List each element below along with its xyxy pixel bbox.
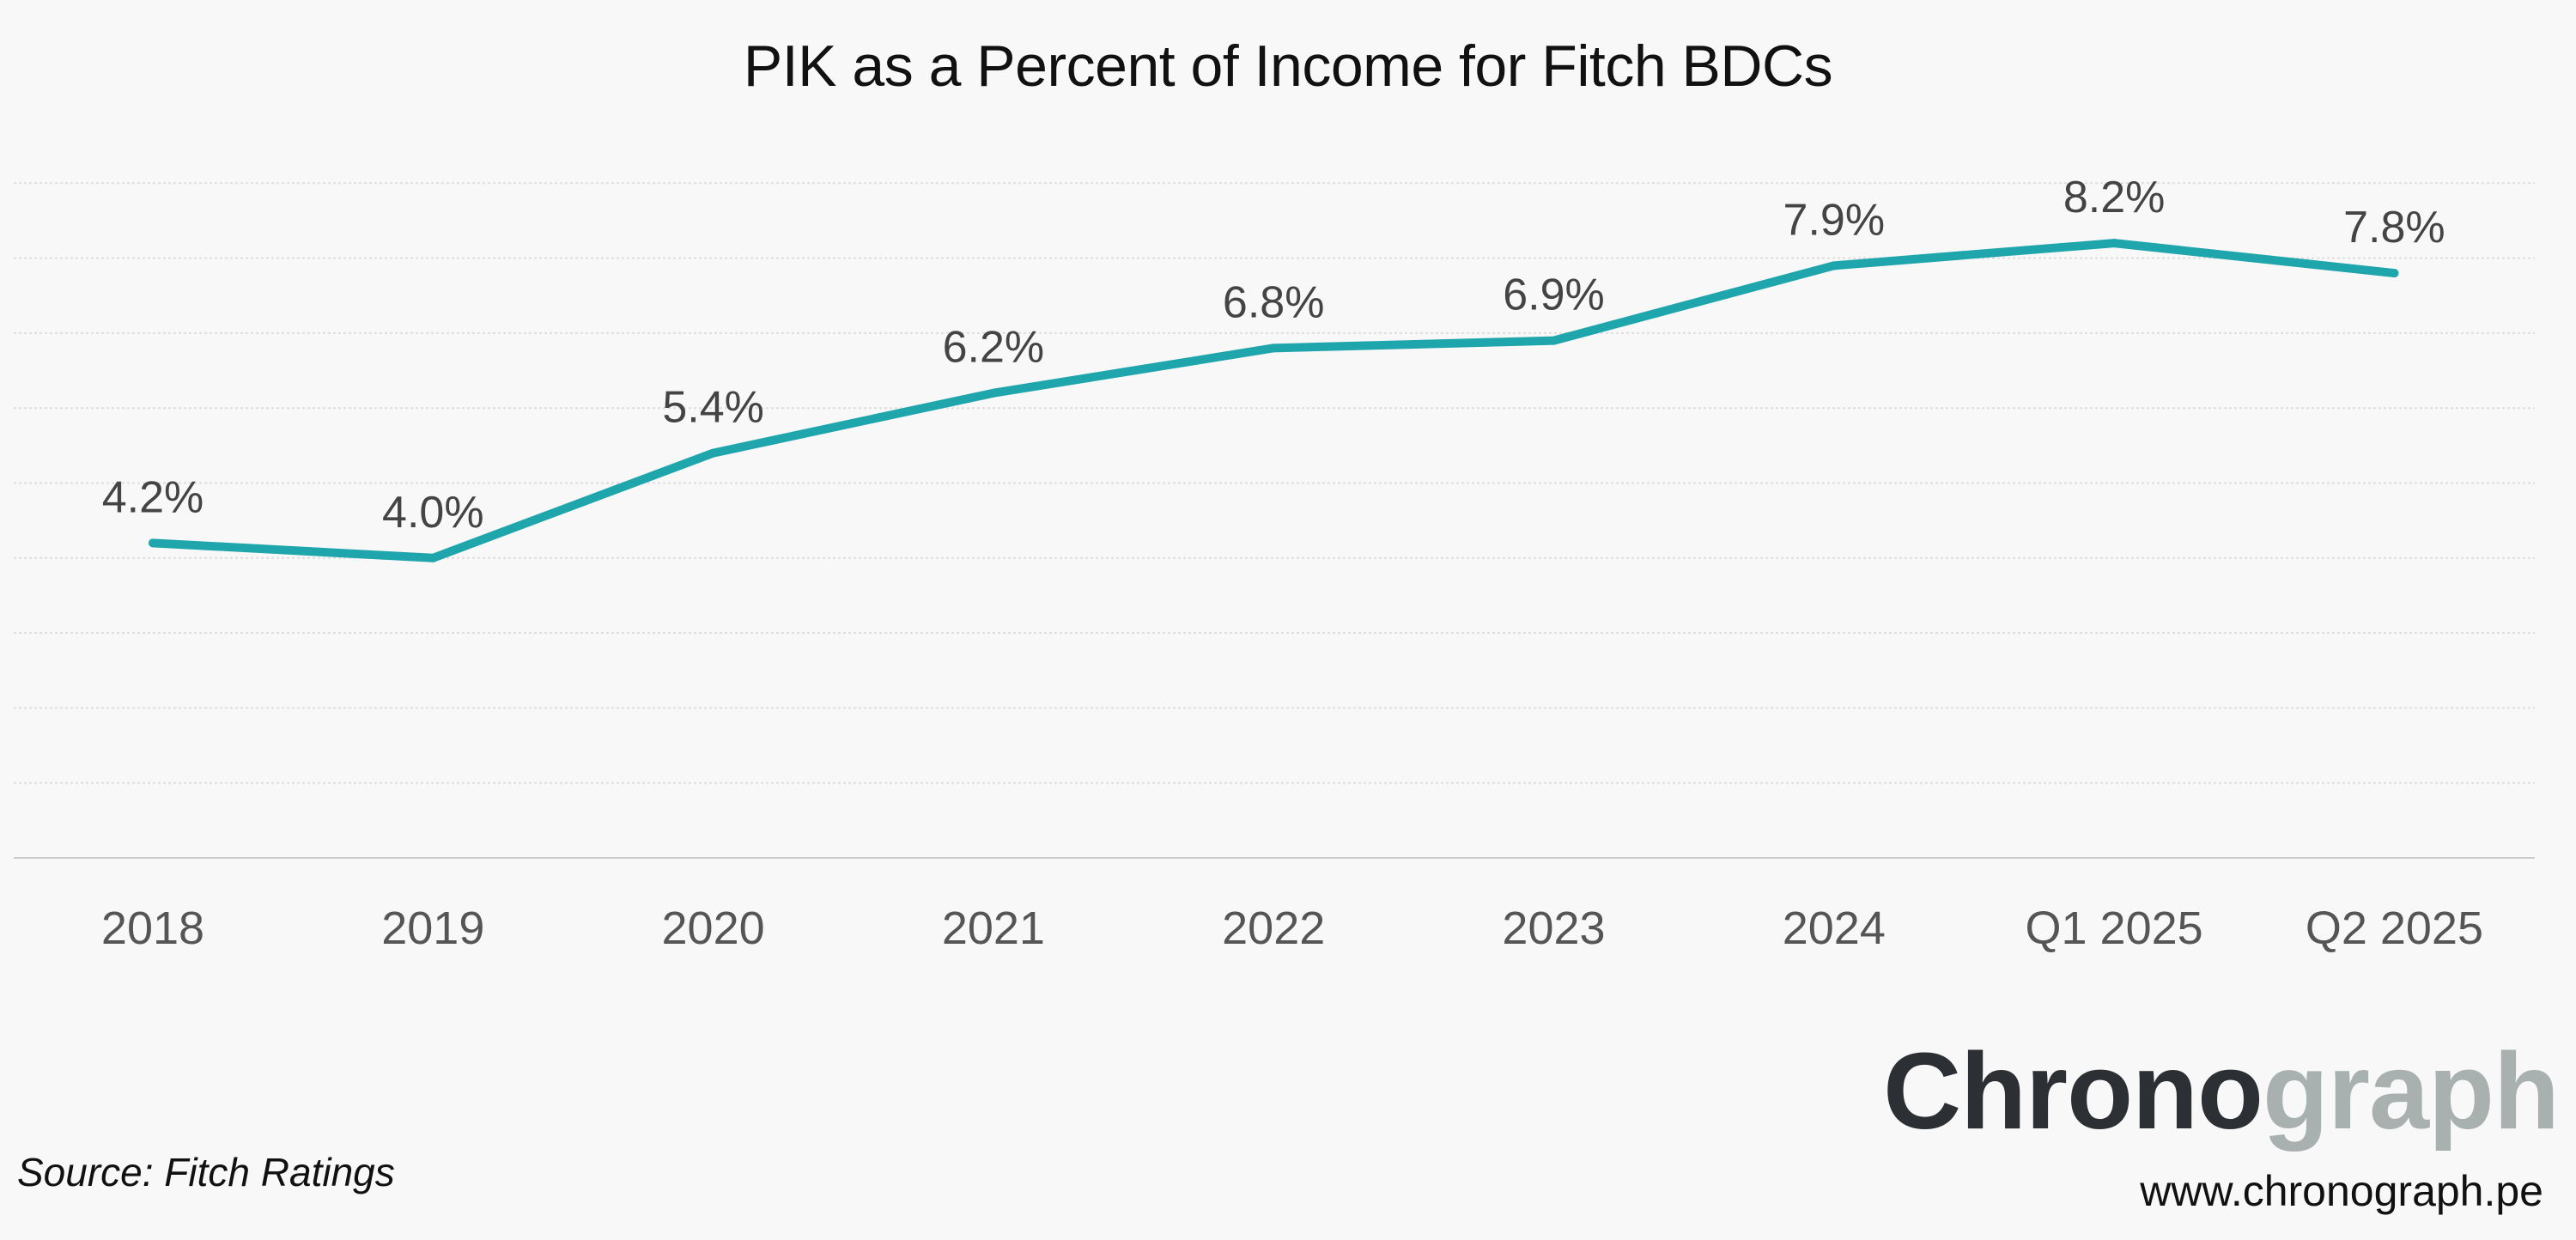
brand-url: www.chronograph.pe [2140,1167,2543,1215]
x-tick-label: 2023 [1502,903,1605,954]
data-point [2110,239,2119,248]
data-label: 7.8% [2343,203,2445,252]
logo-text-chrono: Chrono [1883,1030,2263,1152]
chart-title: PIK as a Percent of Income for Fitch BDC… [743,33,1833,99]
data-point [708,448,718,458]
data-label: 6.9% [1503,270,1605,320]
data-label: 6.8% [1223,277,1325,327]
x-tick-label: Q1 2025 [2026,903,2203,954]
x-tick-label: 2020 [662,903,765,954]
x-tick-label: 2021 [942,903,1045,954]
data-point [2390,269,2399,278]
data-point [428,553,438,562]
x-tick-label: 2019 [381,903,484,954]
x-tick-labels: 2018 2019 2020 2021 2022 2023 2024 Q1 2025 Q2 20… [101,903,2483,954]
data-label: 4.2% [102,472,204,522]
x-tick-label: Q2 2025 [2306,903,2483,954]
x-tick-label: 2018 [101,903,204,954]
data-point [1549,336,1558,345]
logo-text-graph: graph [2262,1030,2560,1152]
data-point [988,388,998,398]
series-line-layer [149,239,2399,562]
x-tick-label: 2022 [1222,903,1325,954]
data-labels: 4.2% 4.0% 5.4% 6.2% 6.8% 6.9% 7.9% 8.2% 7.8% [102,173,2445,538]
chronograph-logo: Chronograph [1883,1037,2560,1146]
source-note: Source: Fitch Ratings [17,1150,395,1194]
gridlines [14,182,2535,784]
data-point [1829,261,1838,270]
data-point [1269,343,1279,353]
data-label: 6.2% [943,323,1045,373]
data-label: 8.2% [2063,173,2166,222]
data-point [149,538,157,548]
data-label: 5.4% [662,383,764,433]
data-label: 7.9% [1783,195,1886,245]
x-tick-label: 2024 [1783,903,1886,954]
data-label: 4.0% [382,488,484,538]
